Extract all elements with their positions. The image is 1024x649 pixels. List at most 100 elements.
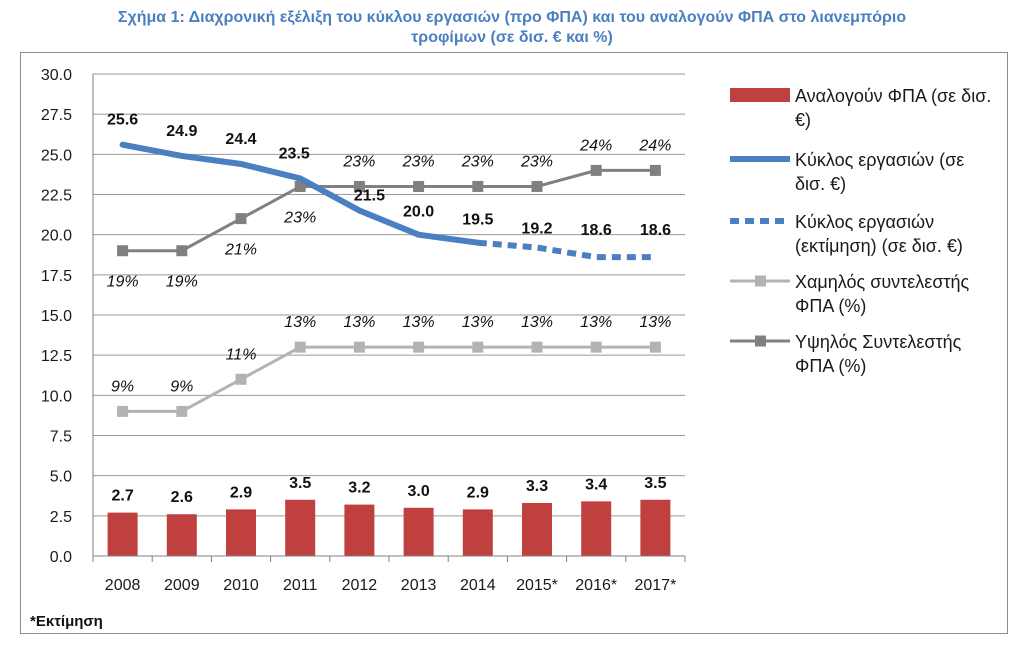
x-tick-label: 2010 <box>223 577 259 594</box>
legend-label: δισ. €) <box>795 174 846 194</box>
high-vat-label: 24% <box>638 137 671 154</box>
low-vat-marker <box>176 405 188 417</box>
vat-bar-label: 3.4 <box>585 476 607 493</box>
high-vat-label: 19% <box>166 274 198 291</box>
x-tick-label: 2017* <box>634 577 676 594</box>
low-vat-marker <box>117 405 129 417</box>
vat-bar <box>107 512 138 556</box>
legend-item: Κύκλος εργασιών (εκτίμηση) (σε δισ. €) <box>730 212 963 256</box>
low-vat-label: 13% <box>284 314 316 331</box>
high-vat-marker <box>176 245 188 257</box>
label-layer: 2.7 2.6 2.9 3.5 3.2 3.0 2.9 3.3 3.4 3.5 25.6 24.9 24… <box>107 112 672 507</box>
low-vat-marker <box>413 341 425 353</box>
y-tick-label: 7.5 <box>50 429 72 446</box>
high-vat-label: 24% <box>579 137 612 154</box>
y-tick-label: 17.5 <box>41 268 72 285</box>
low-vat-marker <box>649 341 661 353</box>
low-vat-label: 13% <box>462 314 494 331</box>
vat-bar <box>166 514 197 556</box>
high-vat-label: 23% <box>342 153 375 170</box>
high-vat-marker <box>294 180 306 192</box>
low-vat-marker <box>472 341 484 353</box>
turnover-label: 19.5 <box>462 212 493 229</box>
high-vat-marker <box>117 245 129 257</box>
legend-item: Κύκλος εργασιών (σε δισ. €) <box>730 150 964 194</box>
vat-bar-label: 2.9 <box>467 484 489 501</box>
y-tick-label: 0.0 <box>50 549 72 566</box>
vat-bar-label: 3.2 <box>348 480 370 497</box>
vat-bar-label: 2.6 <box>171 489 193 506</box>
y-tick-label: 20.0 <box>41 228 72 245</box>
low-vat-marker <box>590 341 602 353</box>
vat-bar <box>640 499 671 556</box>
vat-bar-label: 3.5 <box>644 475 666 492</box>
high-vat-label: 23% <box>283 209 316 226</box>
y-tick-label: 12.5 <box>41 348 72 365</box>
legend-marker <box>755 335 766 347</box>
legend-label: Υψηλός Συντελεστής <box>795 332 962 352</box>
legend-label: €) <box>795 110 811 130</box>
legend-swatch <box>730 88 790 102</box>
y-tick-label: 30.0 <box>41 67 72 84</box>
high-vat-marker <box>590 164 602 176</box>
high-vat-label: 21% <box>224 242 257 259</box>
vat-bar-label: 2.9 <box>230 484 252 501</box>
y-tick-label: 27.5 <box>41 107 72 124</box>
vat-bar <box>581 501 612 556</box>
high-vat-marker <box>649 164 661 176</box>
legend-item: Υψηλός Συντελεστής ΦΠΑ (%) <box>730 332 962 376</box>
high-vat-label: 23% <box>461 153 494 170</box>
vat-bar <box>285 499 316 556</box>
high-vat-marker <box>413 180 425 192</box>
vat-bar-label: 3.3 <box>526 478 548 495</box>
low-vat-marker <box>235 373 247 385</box>
high-vat-label: 23% <box>402 153 435 170</box>
turnover-line <box>119 141 481 246</box>
low-vat-line <box>122 345 656 413</box>
turnover-label: 24.4 <box>225 131 256 148</box>
chart-title-line-1: Σχήμα 1: Διαχρονική εξέλιξη του κύκλου ε… <box>117 9 907 26</box>
high-vat-label: 19% <box>107 274 139 291</box>
turnover-label: 21.5 <box>354 188 385 205</box>
turnover-label: 20.0 <box>403 204 434 221</box>
vat-bar <box>522 502 552 556</box>
high-vat-marker <box>353 180 365 192</box>
turnover-label: 24.9 <box>166 123 197 140</box>
grid-layer <box>93 73 685 557</box>
low-vat-label: 13% <box>403 314 435 331</box>
legend-layer: Αναλογούν ΦΠΑ (σε δισ. €) Κύκλος εργασιών … <box>730 86 991 376</box>
vat-bar-label: 3.5 <box>289 475 311 492</box>
high-vat-marker <box>472 180 484 192</box>
high-vat-marker <box>531 180 543 192</box>
low-vat-marker <box>531 341 543 353</box>
y-tick-label: 15.0 <box>41 308 72 325</box>
low-vat-label: 13% <box>343 314 375 331</box>
low-vat-label: 13% <box>639 314 671 331</box>
low-vat-marker <box>294 341 306 353</box>
legend-label: Αναλογούν ΦΠΑ (σε δισ. <box>795 86 991 106</box>
y-tick-label: 2.5 <box>50 509 72 526</box>
turnover-estimate-label: 18.6 <box>581 222 612 239</box>
legend-label: Κύκλος εργασιών (σε <box>795 150 964 170</box>
legend-item: Χαμηλός συντελεστής ΦΠΑ (%) <box>730 272 970 316</box>
vat-bar <box>462 509 493 556</box>
footnote: *Εκτίμηση <box>30 613 103 630</box>
high-vat-marker <box>235 213 247 225</box>
x-tick-label: 2012 <box>342 577 378 594</box>
legend-label: Κύκλος εργασιών <box>795 212 934 232</box>
low-vat-label: 11% <box>226 346 257 363</box>
legend-label: (εκτίμηση) (σε δισ. €) <box>795 236 963 256</box>
low-vat-marker <box>353 341 365 353</box>
legend-label: Χαμηλός συντελεστής <box>795 272 970 292</box>
y-tick-label: 25.0 <box>41 147 72 164</box>
chart-title-line-2: τροφίμων (σε δισ. € και %) <box>411 29 613 46</box>
x-tick-label: 2009 <box>164 577 200 594</box>
high-vat-line <box>122 168 656 253</box>
x-tick-label: 2013 <box>401 577 437 594</box>
low-vat-label: 13% <box>521 314 553 331</box>
turnover-estimate-label: 19.2 <box>521 221 552 238</box>
legend-label: ΦΠΑ (%) <box>795 356 866 376</box>
y-tick-label: 10.0 <box>41 388 72 405</box>
turnover-label: 23.5 <box>279 145 310 162</box>
